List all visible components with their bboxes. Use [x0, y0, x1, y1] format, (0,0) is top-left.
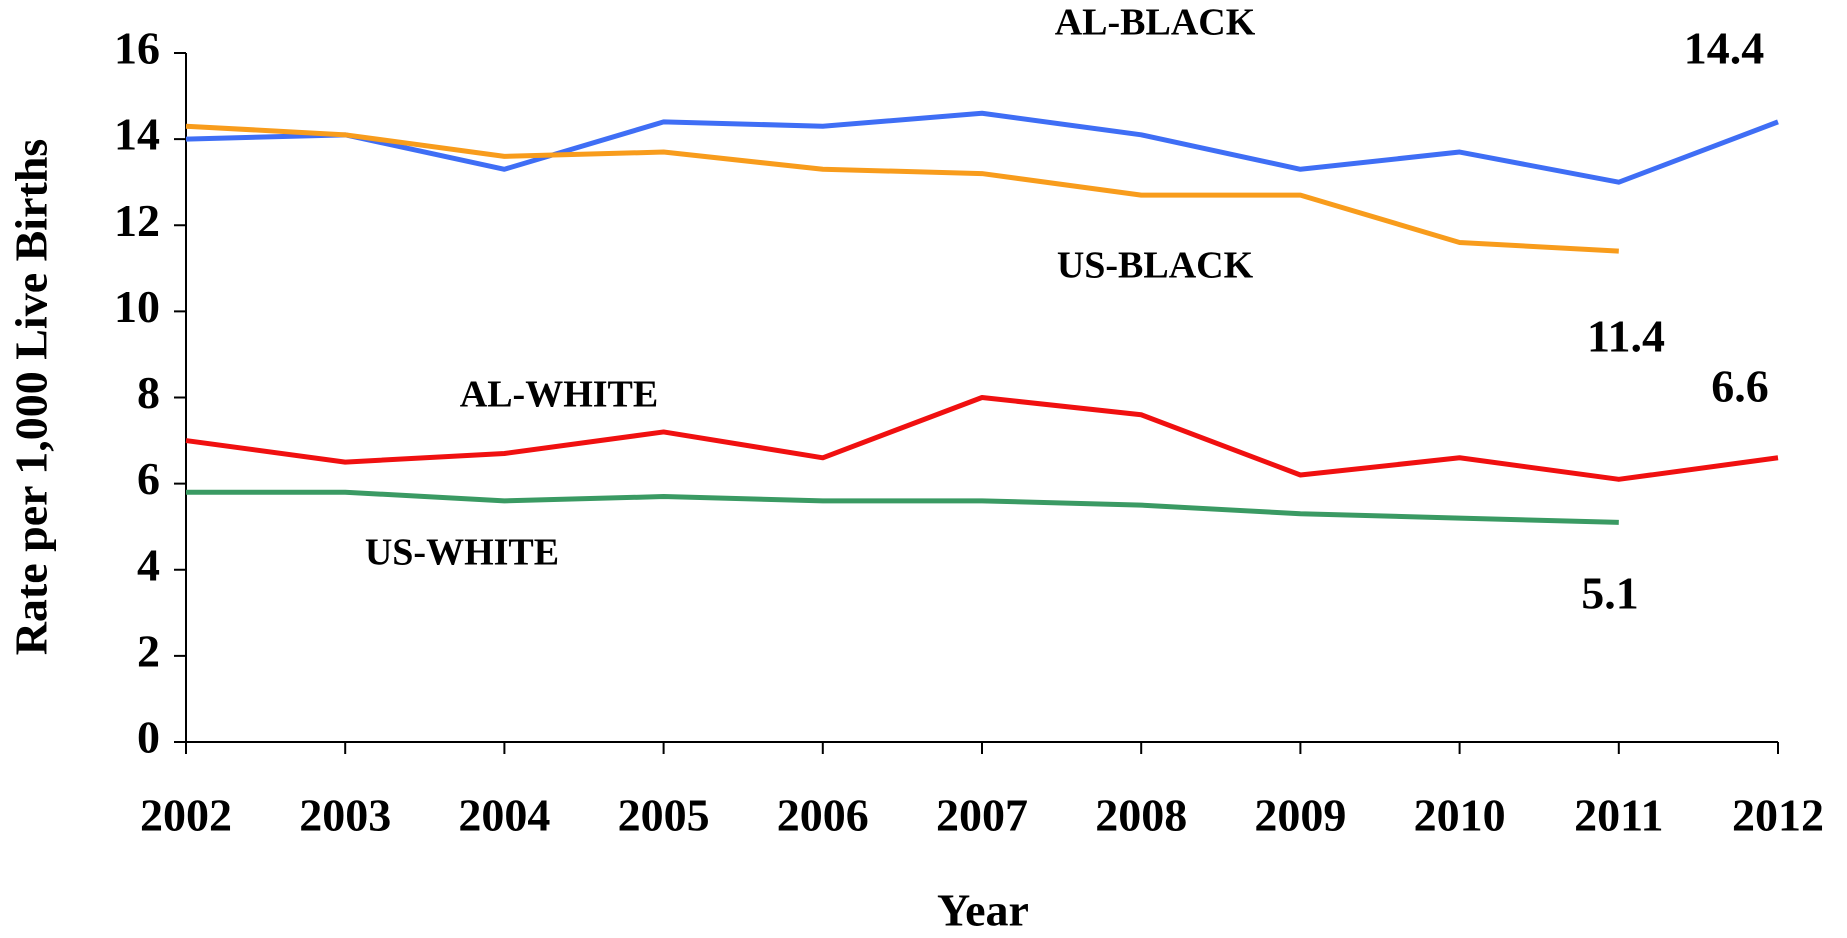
x-tick-label: 2005	[618, 790, 710, 841]
y-tick-label: 0	[137, 712, 160, 763]
annotation: 14.4	[1684, 23, 1765, 74]
x-tick-label: 2010	[1414, 790, 1506, 841]
annotation: 6.6	[1711, 361, 1769, 412]
series-label: AL-BLACK	[1055, 2, 1256, 44]
y-tick-label: 10	[114, 281, 160, 332]
series-line	[186, 489, 1619, 525]
x-tick-label: 2006	[777, 790, 869, 841]
series-label: US-WHITE	[365, 532, 559, 574]
x-tick-label: 2002	[140, 790, 232, 841]
x-tick-label: 2007	[936, 790, 1028, 841]
x-tick-label: 2003	[299, 790, 391, 841]
x-tick-label: 2008	[1095, 790, 1187, 841]
y-tick-label: 8	[137, 367, 160, 418]
y-tick-label: 2	[137, 625, 160, 676]
series-line	[185, 123, 1619, 254]
series-line	[185, 395, 1779, 482]
annotation: 11.4	[1587, 311, 1665, 362]
series-label: AL-WHITE	[460, 374, 658, 416]
x-tick-label: 2011	[1574, 790, 1663, 841]
annotation: 5.1	[1581, 568, 1639, 619]
y-axis-title: Rate per 1,000 Live Births	[6, 139, 57, 656]
y-tick-label: 16	[114, 23, 160, 74]
series-line	[185, 110, 1779, 185]
x-tick-label: 2004	[458, 790, 550, 841]
y-tick-label: 12	[114, 195, 160, 246]
x-axis-title: Year	[937, 885, 1029, 936]
y-tick-label: 6	[137, 453, 160, 504]
x-tick-label: 2009	[1254, 790, 1346, 841]
y-tick-label: 14	[114, 109, 160, 160]
series-label: US-BLACK	[1057, 245, 1254, 287]
y-tick-label: 4	[137, 539, 160, 590]
x-tick-label: 2012	[1732, 790, 1824, 841]
